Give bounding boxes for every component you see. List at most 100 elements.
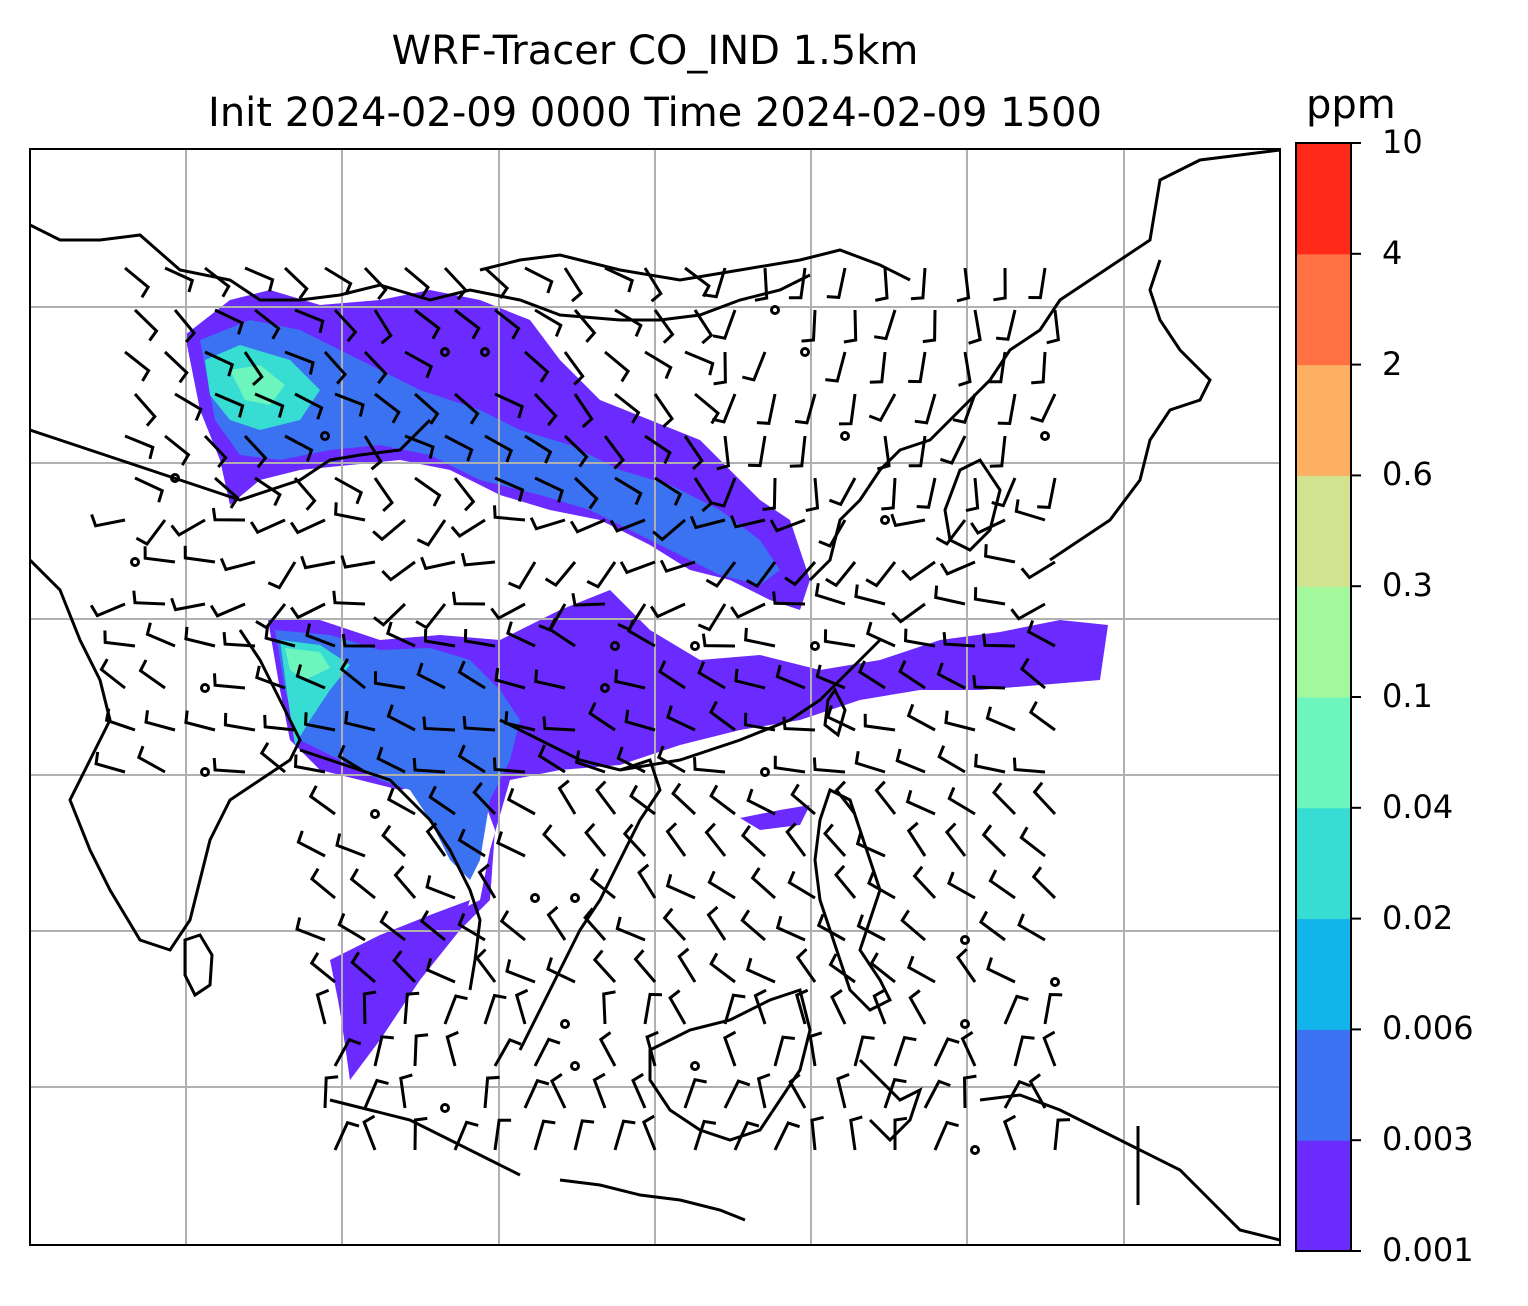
- coastlines: [30, 149, 1280, 1242]
- wind-barb: [264, 626, 296, 648]
- wind-barb: [419, 910, 446, 942]
- wind-barb: [413, 1116, 428, 1151]
- wind-barb: [684, 350, 715, 376]
- wind-barb: [592, 1072, 607, 1109]
- wind-barb: [1026, 619, 1056, 648]
- wind-barb: [542, 716, 576, 732]
- wind-calm-marker: [760, 767, 770, 777]
- wind-barb: [874, 780, 897, 815]
- wind-barb: [740, 909, 766, 942]
- wind-barb: [494, 476, 525, 502]
- wind-barb: [569, 518, 606, 534]
- wind-barb: [697, 661, 726, 690]
- wind-calm-marker: [130, 557, 140, 567]
- wind-barb: [412, 757, 446, 774]
- wind-barb: [712, 309, 737, 340]
- wind-barb: [609, 518, 646, 533]
- wind-barb: [1046, 309, 1061, 345]
- wind-barb: [900, 909, 926, 942]
- wind-barb: [381, 560, 416, 582]
- wind-barb: [823, 629, 856, 648]
- wind-barb: [1012, 757, 1046, 774]
- wind-barb: [614, 476, 643, 506]
- wind-barb: [754, 267, 769, 302]
- wind-calm-marker: [840, 431, 850, 441]
- wind-barb: [415, 603, 447, 630]
- wind-barb: [373, 1035, 394, 1067]
- colorbar-tick-label: 4: [1382, 233, 1403, 272]
- wind-barb: [404, 266, 430, 299]
- wind-barb: [908, 989, 927, 1025]
- wind-calm-marker: [370, 809, 380, 819]
- wind-barb: [643, 992, 663, 1025]
- wind-barb: [290, 602, 326, 620]
- wind-barb: [935, 519, 967, 546]
- wind-barb: [693, 757, 726, 774]
- wind-barb: [214, 476, 240, 509]
- wind-barb: [1043, 992, 1063, 1025]
- wind-barb: [214, 392, 245, 418]
- wind-barb: [801, 309, 817, 343]
- wind-barb: [254, 308, 281, 340]
- colorbar: [1295, 142, 1361, 1252]
- wind-barb: [872, 988, 887, 1025]
- wind-calm-marker: [530, 893, 540, 903]
- wind-barb: [838, 393, 857, 426]
- wind-barb: [734, 668, 766, 690]
- wind-barb: [571, 592, 606, 607]
- wind-barb: [716, 435, 731, 471]
- wind-barb: [295, 917, 326, 942]
- wind-barb: [711, 477, 737, 508]
- wind-barb: [294, 308, 325, 334]
- wind-barb: [784, 561, 817, 587]
- wind-barb: [592, 949, 617, 984]
- wind-barb: [622, 823, 647, 858]
- wind-barb: [1031, 351, 1047, 385]
- wind-barb: [1037, 477, 1057, 509]
- wind-calm-marker: [320, 431, 330, 441]
- wind-barb: [373, 477, 394, 512]
- plume-small-patch: [740, 805, 810, 830]
- wind-barb: [659, 559, 696, 573]
- wind-barb: [1032, 781, 1057, 816]
- wind-barb: [573, 1119, 595, 1151]
- wind-barb: [641, 1114, 657, 1151]
- wind-barb: [475, 948, 497, 983]
- wind-barb: [1010, 602, 1046, 621]
- wind-barb: [828, 953, 856, 984]
- wind-barb: [548, 617, 576, 648]
- wind-barb: [323, 351, 347, 385]
- wind-barb: [709, 784, 736, 816]
- wind-barb: [524, 350, 550, 383]
- wind-barb: [633, 949, 657, 983]
- wind-barb: [514, 988, 529, 1025]
- wind-barb: [723, 1079, 751, 1109]
- wind-barb: [493, 1038, 522, 1067]
- wind-barb: [881, 477, 897, 511]
- wind-barb: [542, 824, 567, 858]
- wind-barb: [974, 753, 1006, 774]
- wind-barb: [294, 392, 324, 420]
- wind-barb: [477, 863, 497, 899]
- wind-barb: [493, 505, 526, 522]
- wind-barb: [423, 628, 456, 648]
- wind-barb: [549, 1073, 567, 1109]
- wind-barb: [385, 621, 416, 648]
- wind-barb: [425, 822, 447, 857]
- wind-barb: [443, 266, 468, 301]
- wind-barb: [855, 831, 886, 858]
- wind-barb: [709, 952, 736, 984]
- wind-barb: [505, 959, 536, 984]
- wind-barb: [483, 1075, 500, 1109]
- wind-barb: [222, 631, 256, 648]
- wind-barb: [533, 392, 558, 427]
- wind-barb: [723, 993, 746, 1025]
- wind-barb: [750, 867, 776, 900]
- colorbar-tick-label: 0.6: [1382, 455, 1433, 494]
- wind-barb: [163, 350, 189, 384]
- wind-barb: [428, 785, 456, 816]
- wind-barb: [795, 948, 817, 983]
- wind-barb: [968, 309, 982, 345]
- wind-barb: [989, 435, 1007, 468]
